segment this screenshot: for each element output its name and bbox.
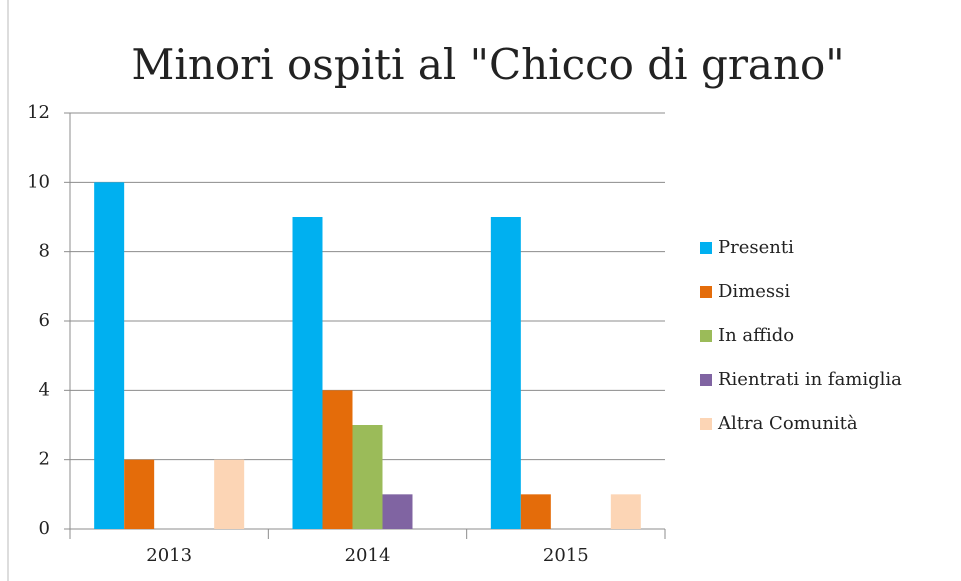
- x-tick-label: 2015: [543, 545, 589, 566]
- bar: [490, 217, 521, 529]
- chart-title: Minori ospiti al "Chicco di grano": [131, 40, 844, 89]
- legend-label: In affido: [718, 325, 794, 346]
- bar: [94, 182, 125, 530]
- y-tick-label: 10: [27, 171, 50, 192]
- legend-swatch: [700, 418, 712, 430]
- bar: [214, 459, 245, 529]
- y-tick-label: 6: [39, 310, 50, 331]
- bar: [610, 494, 641, 529]
- x-tick-label: 2014: [345, 545, 391, 566]
- legend-label: Rientrati in famiglia: [718, 369, 902, 390]
- y-tick-label: 12: [27, 102, 50, 123]
- legend-swatch: [700, 330, 712, 342]
- bar: [382, 494, 413, 529]
- legend-swatch: [700, 374, 712, 386]
- bar: [352, 425, 383, 529]
- bar: [520, 494, 551, 529]
- legend-label: Altra Comunità: [717, 413, 858, 434]
- legend-label: Presenti: [718, 237, 794, 258]
- y-tick-label: 4: [39, 379, 50, 400]
- y-tick-label: 0: [39, 518, 50, 539]
- legend-label: Dimessi: [718, 281, 790, 302]
- bar: [124, 459, 155, 529]
- legend-swatch: [700, 242, 712, 254]
- y-tick-label: 8: [39, 241, 50, 262]
- bar: [322, 390, 353, 529]
- bar: [292, 217, 323, 529]
- x-tick-label: 2013: [146, 545, 192, 566]
- y-tick-label: 2: [39, 449, 50, 470]
- legend-swatch: [700, 286, 712, 298]
